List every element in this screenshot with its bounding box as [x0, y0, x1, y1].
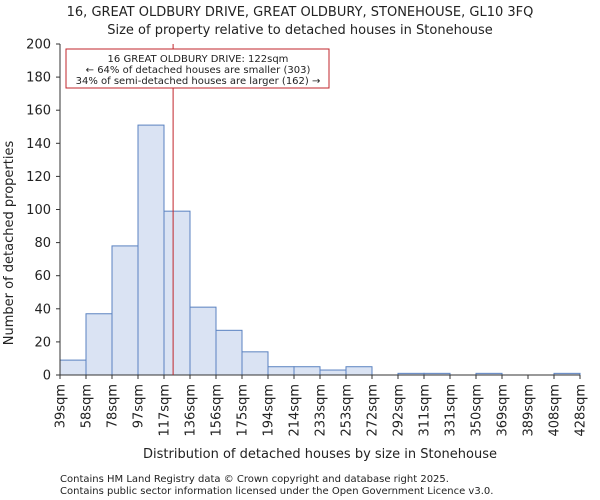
bar-117sqm	[163, 210, 191, 376]
annotation-box: 16 GREAT OLDBURY DRIVE: 122sqm ← 64% of …	[65, 48, 330, 89]
chart-subtitle: Size of property relative to detached ho…	[107, 23, 493, 38]
annotation-line-3: 34% of semi-detached houses are larger (…	[76, 76, 321, 87]
footer-line-2: Contains public sector information licen…	[60, 486, 493, 497]
x-tick-label: 39sqm	[54, 384, 69, 428]
x-tick-label: 408sqm	[548, 384, 563, 437]
x-tick-label: 214sqm	[288, 384, 303, 437]
y-tick-label: 40	[34, 302, 51, 317]
x-tick-label: 156sqm	[210, 384, 225, 437]
y-tick-label: 160	[26, 104, 51, 119]
x-tick-label: 292sqm	[392, 384, 407, 437]
x-tick-label: 136sqm	[184, 384, 199, 437]
x-tick-label: 389sqm	[522, 384, 537, 437]
bar-175sqm	[241, 351, 269, 376]
x-tick-label: 350sqm	[470, 384, 485, 437]
y-axis: 0 20 40 60 80 100 120 140 160 180 200	[26, 38, 61, 384]
chart-title: 16, GREAT OLDBURY DRIVE, GREAT OLDBURY, …	[67, 5, 534, 20]
x-tick-label: 272sqm	[366, 384, 381, 437]
x-tick-label: 117sqm	[158, 384, 173, 437]
bar-39sqm	[59, 359, 87, 376]
annotation-line-1: 16 GREAT OLDBURY DRIVE: 122sqm	[108, 54, 289, 65]
x-tick-label: 175sqm	[236, 384, 251, 437]
bar-58sqm	[85, 313, 113, 376]
y-tick-label: 0	[43, 369, 51, 384]
y-tick-label: 100	[26, 203, 51, 218]
bar-78sqm	[111, 245, 139, 376]
bar-group	[59, 124, 581, 376]
x-tick-label: 428sqm	[574, 384, 589, 437]
y-tick-label: 120	[26, 170, 51, 185]
bar-156sqm	[215, 329, 243, 376]
x-tick-label: 58sqm	[80, 384, 95, 428]
footer-line-1: Contains HM Land Registry data © Crown c…	[60, 474, 449, 485]
y-axis-label: Number of detached properties	[2, 141, 17, 346]
x-axis-label: Distribution of detached houses by size …	[143, 447, 497, 462]
y-tick-label: 140	[26, 137, 51, 152]
y-tick-label: 80	[34, 236, 51, 251]
y-tick-label: 20	[34, 335, 51, 350]
x-tick-label: 311sqm	[418, 384, 433, 437]
bar-136sqm	[189, 306, 217, 376]
bar-214sqm	[293, 366, 321, 376]
x-axis: 39sqm 58sqm 78sqm 97sqm 117sqm 136sqm 156sqm 17…	[54, 374, 589, 437]
x-tick-label: 78sqm	[106, 384, 121, 428]
annotation-line-2: ← 64% of detached houses are smaller (30…	[86, 65, 311, 76]
x-tick-label: 233sqm	[314, 384, 329, 437]
y-tick-label: 180	[26, 71, 51, 86]
y-tick-label: 60	[34, 269, 51, 284]
bar-97sqm	[137, 124, 165, 376]
bar-233sqm	[319, 369, 347, 376]
x-tick-label: 253sqm	[340, 384, 355, 437]
bar-194sqm	[267, 366, 295, 376]
y-tick-label: 200	[26, 38, 51, 53]
bar-253sqm	[345, 366, 373, 376]
x-tick-label: 194sqm	[262, 384, 277, 437]
x-tick-label: 369sqm	[496, 384, 511, 437]
x-tick-label: 97sqm	[132, 384, 147, 428]
x-tick-label: 331sqm	[444, 384, 459, 437]
